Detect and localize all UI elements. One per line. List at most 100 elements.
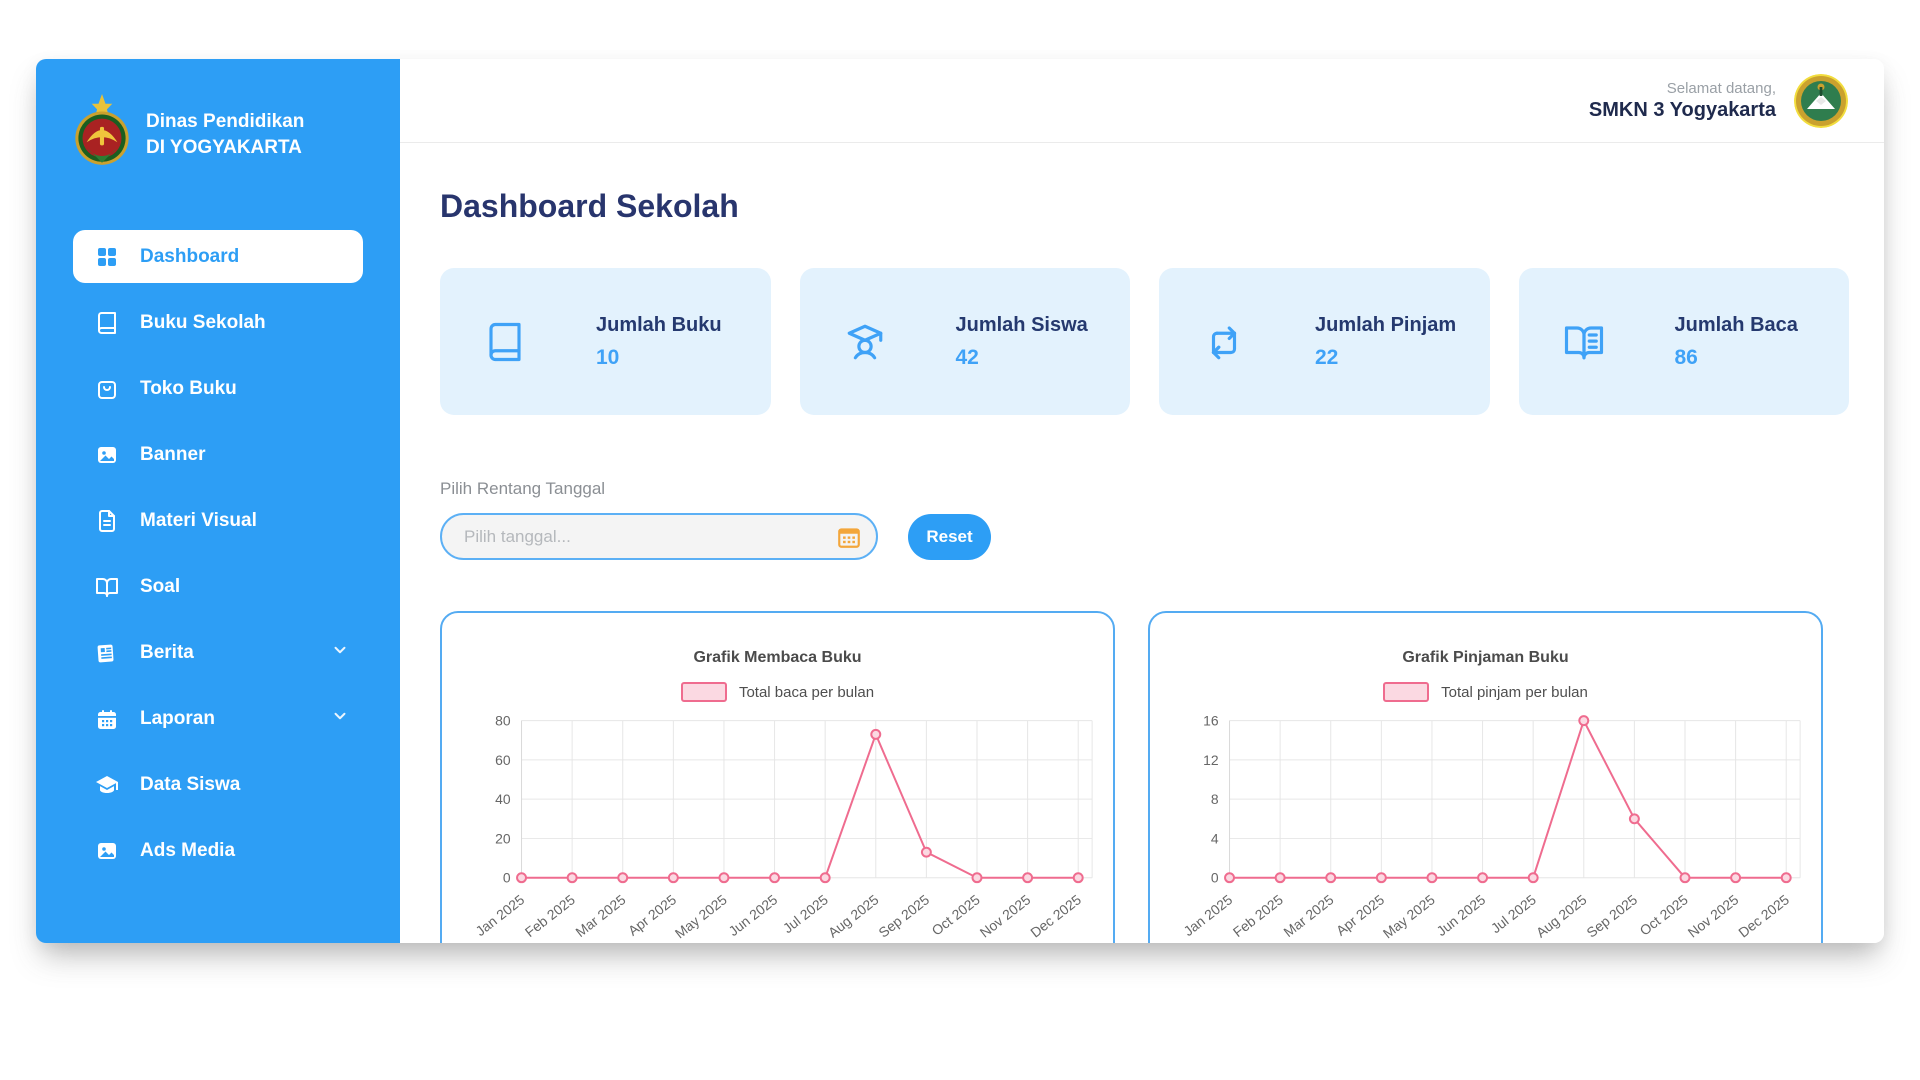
stats-row: Jumlah Buku 10 Jumlah Siswa	[440, 268, 1849, 415]
media-image-icon	[95, 839, 119, 863]
chart-title: Grafik Membaca Buku	[693, 649, 862, 666]
stat-value: 42	[955, 345, 979, 369]
grid-icon	[95, 245, 119, 269]
student-icon	[844, 321, 886, 363]
svg-text:Jan 2025: Jan 2025	[1180, 891, 1235, 939]
svg-text:4: 4	[1211, 830, 1219, 846]
chart-title: Grafik Pinjaman Buku	[1402, 649, 1569, 666]
book-icon	[95, 311, 119, 335]
svg-text:12: 12	[1203, 752, 1219, 768]
svg-text:Feb 2025: Feb 2025	[522, 891, 578, 940]
greeting-text: Selamat datang,	[1666, 79, 1776, 97]
page-title: Dashboard Sekolah	[440, 188, 739, 224]
svg-text:Jul 2025: Jul 2025	[1488, 891, 1539, 936]
svg-text:Sep 2025: Sep 2025	[875, 891, 932, 940]
chart-legend: Total pinjam per bulan	[1150, 682, 1821, 702]
sidebar-item-label: Buku Sekolah	[140, 311, 266, 333]
svg-text:May 2025: May 2025	[1380, 891, 1438, 941]
svg-text:20: 20	[495, 830, 511, 846]
svg-text:Mar 2025: Mar 2025	[572, 891, 628, 940]
svg-text:Jan 2025: Jan 2025	[472, 891, 527, 939]
exchange-icon	[1203, 321, 1245, 363]
sidebar-item-label: Materi Visual	[140, 509, 257, 531]
sidebar-item-toko-buku[interactable]: Toko Buku	[73, 362, 363, 415]
date-range-input[interactable]	[440, 513, 878, 560]
app-window: Dinas Pendidikan DI YOGYAKARTA Dashboard	[36, 59, 1884, 943]
school-name: SMKN 3 Yogyakarta	[1588, 98, 1776, 121]
svg-text:Oct 2025: Oct 2025	[1636, 891, 1691, 939]
svg-text:Oct 2025: Oct 2025	[928, 891, 983, 939]
calendar-icon[interactable]	[836, 524, 862, 550]
stat-label: Jumlah Baca	[1674, 313, 1798, 336]
sidebar-item-label: Banner	[140, 443, 206, 465]
sidebar-item-banner[interactable]: Banner	[73, 428, 363, 481]
sidebar-item-label: Data Siswa	[140, 773, 241, 795]
svg-text:Mar 2025: Mar 2025	[1280, 891, 1336, 940]
brand: Dinas Pendidikan DI YOGYAKARTA	[36, 59, 400, 176]
dinas-pendidikan-logo-icon	[74, 93, 130, 176]
content-area: Selamat datang, SMKN 3 Yogyakarta Dashbo…	[400, 59, 1884, 943]
avatar[interactable]	[1794, 73, 1848, 128]
stat-value: 10	[596, 345, 620, 369]
legend-label: Total pinjam per bulan	[1441, 683, 1588, 701]
svg-text:Nov 2025: Nov 2025	[1685, 891, 1742, 940]
calendar-icon	[95, 707, 119, 731]
svg-text:Dec 2025: Dec 2025	[1735, 891, 1792, 940]
open-book-icon	[95, 575, 119, 599]
svg-text:Apr 2025: Apr 2025	[625, 891, 680, 939]
svg-text:80: 80	[495, 713, 511, 729]
filter-row: Reset	[440, 513, 1849, 560]
sidebar-item-data-siswa[interactable]: Data Siswa	[73, 758, 363, 811]
legend-swatch	[1383, 682, 1430, 702]
sidebar-item-soal[interactable]: Soal	[73, 560, 363, 613]
stat-card-jumlah-buku: Jumlah Buku 10	[440, 268, 771, 415]
stat-value: 22	[1315, 345, 1339, 369]
sidebar-menu: Dashboard Buku Sekolah	[36, 230, 400, 890]
charts-row: Grafik Membaca Buku Total baca per bulan…	[440, 611, 1849, 943]
svg-text:Feb 2025: Feb 2025	[1230, 891, 1286, 940]
sidebar-item-label: Ads Media	[140, 839, 236, 861]
stat-value: 86	[1674, 345, 1698, 369]
svg-text:Aug 2025: Aug 2025	[1533, 891, 1590, 940]
sidebar-item-label: Laporan	[140, 707, 215, 729]
svg-text:0: 0	[503, 870, 511, 886]
legend-swatch	[680, 682, 727, 702]
sidebar-item-label: Soal	[140, 575, 181, 597]
chart-card-pinjaman: Grafik Pinjaman Buku Total pinjam per bu…	[1148, 611, 1823, 943]
svg-text:Sep 2025: Sep 2025	[1583, 891, 1640, 940]
sidebar-item-dashboard[interactable]: Dashboard	[73, 230, 363, 283]
svg-text:8: 8	[1211, 791, 1219, 807]
image-icon	[95, 443, 119, 467]
sidebar-item-berita[interactable]: Berita	[73, 626, 363, 679]
stat-card-jumlah-siswa: Jumlah Siswa 42	[799, 268, 1130, 415]
svg-text:May 2025: May 2025	[672, 891, 730, 941]
chevron-down-icon	[331, 707, 349, 731]
svg-text:60: 60	[495, 752, 511, 768]
svg-text:Jun 2025: Jun 2025	[1433, 891, 1488, 939]
book-icon	[484, 321, 526, 363]
stat-label: Jumlah Siswa	[955, 313, 1088, 336]
chart-card-membaca: Grafik Membaca Buku Total baca per bulan…	[440, 611, 1115, 943]
svg-text:Jul 2025: Jul 2025	[780, 891, 831, 936]
brand-line1: Dinas Pendidikan	[146, 110, 305, 132]
sidebar-item-materi-visual[interactable]: Materi Visual	[73, 494, 363, 547]
graduation-cap-icon	[95, 773, 119, 797]
svg-text:Jun 2025: Jun 2025	[725, 891, 780, 939]
sidebar-item-ads-media[interactable]: Ads Media	[73, 824, 363, 877]
chevron-down-icon	[331, 641, 349, 665]
reset-button[interactable]: Reset	[908, 513, 991, 560]
svg-text:Dec 2025: Dec 2025	[1027, 891, 1084, 940]
svg-text:Apr 2025: Apr 2025	[1333, 891, 1388, 939]
newspaper-icon	[95, 641, 119, 665]
topbar: Selamat datang, SMKN 3 Yogyakarta	[400, 59, 1884, 143]
svg-text:0: 0	[1211, 870, 1219, 886]
date-range-field	[440, 513, 878, 560]
main-panel: Dashboard Sekolah Jumlah Buku 10	[400, 143, 1884, 943]
svg-text:16: 16	[1203, 713, 1219, 729]
svg-text:Aug 2025: Aug 2025	[825, 891, 882, 940]
sidebar-item-buku-sekolah[interactable]: Buku Sekolah	[73, 296, 363, 349]
stat-card-jumlah-baca: Jumlah Baca 86	[1518, 268, 1849, 415]
sidebar-item-laporan[interactable]: Laporan	[73, 692, 363, 745]
